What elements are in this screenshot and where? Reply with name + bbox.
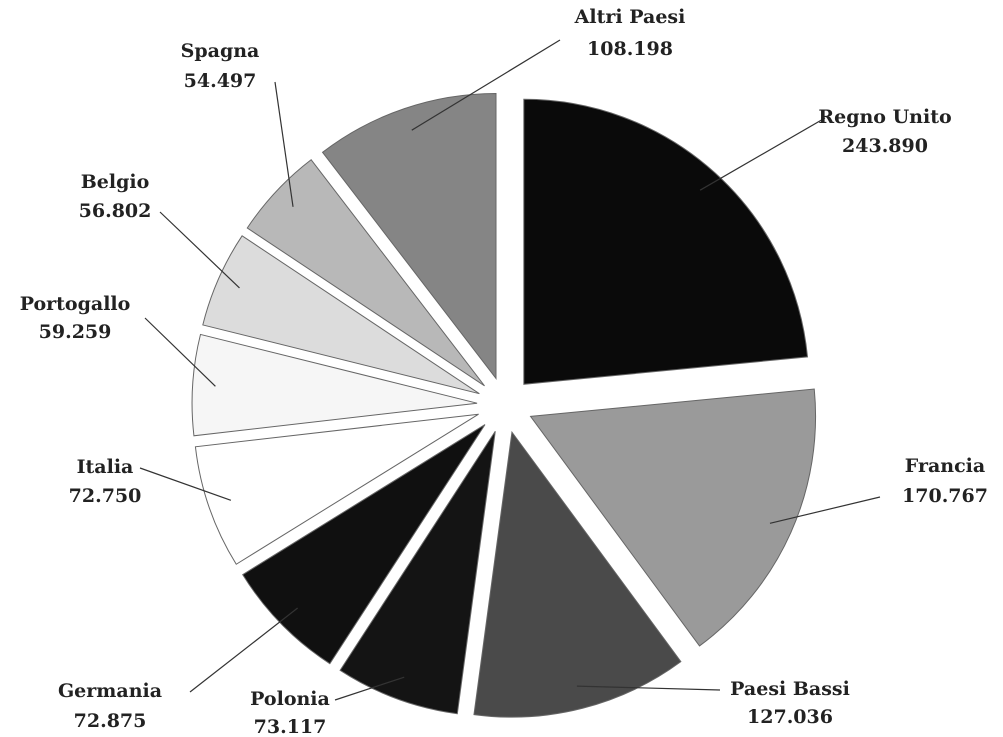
value-label: 127.036 xyxy=(747,706,833,728)
pie-slice xyxy=(473,430,682,718)
slice-label: Portogallo xyxy=(20,293,131,315)
pie-slice xyxy=(246,159,485,387)
slice-label: Spagna xyxy=(181,40,260,62)
leader-line xyxy=(411,39,561,131)
pie-slice xyxy=(242,424,486,665)
value-label: 56.802 xyxy=(79,200,152,222)
leader-line xyxy=(699,117,826,191)
value-label: 72.875 xyxy=(74,710,147,732)
leader-line xyxy=(189,607,299,693)
pie-slice xyxy=(529,388,817,647)
slice-label: Germania xyxy=(58,680,162,702)
value-label: 73.117 xyxy=(254,716,327,737)
value-label: 54.497 xyxy=(184,70,257,92)
pie-slice xyxy=(194,413,479,565)
slice-label: Regno Unito xyxy=(818,106,951,128)
value-label: 108.198 xyxy=(587,38,673,60)
pie-slice xyxy=(339,430,496,715)
slice-label: Paesi Bassi xyxy=(730,678,850,700)
leader-line xyxy=(769,496,881,524)
leader-line xyxy=(139,467,232,501)
slice-label: Polonia xyxy=(250,688,330,710)
leader-line xyxy=(274,81,294,207)
leader-line xyxy=(159,211,240,289)
slice-label: Altri Paesi xyxy=(574,6,686,28)
leader-line xyxy=(144,317,216,387)
pie-slice xyxy=(202,235,480,395)
pie-slice xyxy=(321,92,497,380)
leader-line xyxy=(576,685,721,691)
slice-label: Belgio xyxy=(81,171,150,193)
slice-label: Francia xyxy=(905,455,985,477)
pie-slice xyxy=(191,333,478,437)
slice-label: Italia xyxy=(77,456,134,478)
leader-line xyxy=(334,676,405,701)
pie-slice xyxy=(523,98,809,385)
value-label: 243.890 xyxy=(842,135,928,157)
value-label: 72.750 xyxy=(69,485,142,507)
value-label: 170.767 xyxy=(902,485,988,507)
value-label: 59.259 xyxy=(39,321,112,343)
